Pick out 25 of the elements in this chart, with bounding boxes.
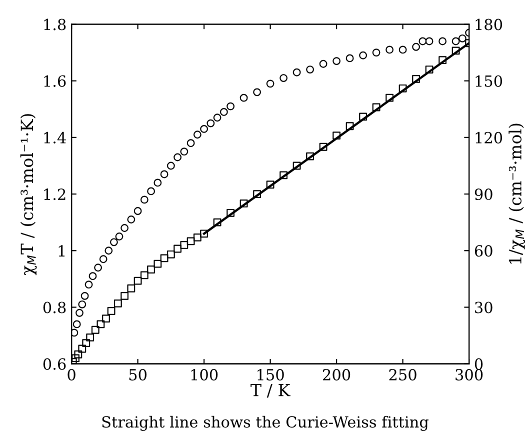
y-tick-label: 0.8	[43, 302, 66, 314]
y-tick-label: 1.2	[44, 188, 66, 200]
y-tick-label: 1.6	[44, 75, 66, 87]
text: Straight line shows the Curie-Weiss fitting	[102, 416, 428, 431]
x-tick-label: 0	[68, 368, 76, 381]
x-tick-label: 300	[456, 368, 483, 381]
y-tick-label: 1.4	[44, 132, 66, 144]
y2-tick-label: 0	[474, 358, 483, 370]
y-tick-label: 1.8	[44, 18, 66, 30]
y2-axis-title: 1/χ$_{M}$ / (cm⁻³·mol)	[508, 124, 525, 264]
y2-tick-label: 90	[474, 188, 492, 200]
y-tick-label: 0.6	[43, 358, 66, 370]
x-tick-label: 250	[389, 368, 416, 381]
y2-tick-label: 150	[476, 75, 502, 87]
y2-tick-label: 30	[475, 302, 492, 314]
y-axis-title: χ$_{M}$T / (cm³·mol⁻¹·K)	[20, 114, 37, 276]
x-tick-label: 200	[323, 368, 350, 381]
x-axis-title: T / K	[250, 384, 290, 398]
y-tick-label: 1	[58, 245, 65, 256]
x-tick-label: 100	[191, 368, 218, 381]
y2-tick-label: 180	[476, 18, 502, 30]
x-tick-label: 150	[258, 368, 284, 381]
x-tick-label: 50	[129, 368, 147, 381]
y2-tick-label: 120	[476, 132, 502, 144]
y2-tick-label: 60	[474, 245, 492, 257]
